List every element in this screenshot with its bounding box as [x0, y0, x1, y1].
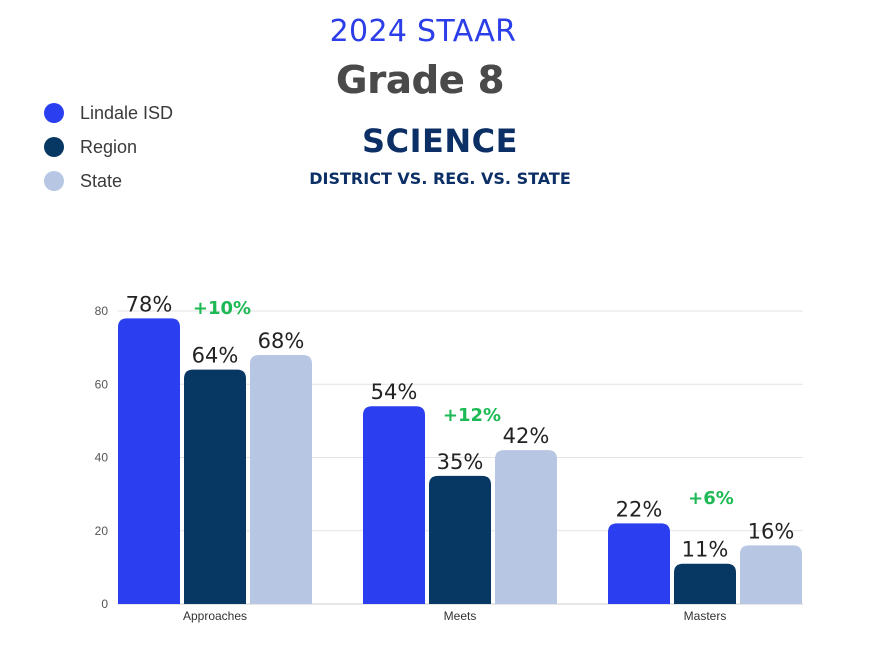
data-label: 35%	[437, 450, 484, 474]
data-label: 54%	[371, 380, 418, 404]
data-label: 78%	[126, 292, 173, 316]
x-tick-label: Approaches	[183, 609, 247, 623]
bar	[740, 545, 802, 604]
difference-annotation: +12%	[443, 405, 501, 426]
data-label: 11%	[682, 538, 729, 562]
legend-label-state: State	[80, 170, 123, 191]
x-tick-label: Meets	[444, 609, 477, 623]
y-tick-label: 80	[95, 304, 109, 318]
data-label: 64%	[192, 344, 239, 368]
y-tick-label: 40	[95, 451, 109, 465]
data-label: 22%	[616, 497, 663, 521]
y-tick-label: 60	[95, 377, 109, 391]
data-label: 42%	[503, 424, 550, 448]
chart-title-subject: SCIENCE	[362, 122, 518, 160]
bar	[674, 563, 736, 604]
legend-item-lindale: Lindale ISD	[44, 96, 173, 130]
chart-subtitle: DISTRICT VS. REG. VS. STATE	[309, 169, 571, 188]
legend-swatch-lindale	[44, 103, 64, 123]
x-tick-label: Masters	[684, 609, 727, 623]
legend-label-region: Region	[80, 136, 138, 157]
data-label: 16%	[748, 519, 795, 543]
data-label: 68%	[258, 329, 305, 353]
bar	[118, 318, 180, 604]
bar	[250, 354, 312, 604]
legend-swatch-state	[44, 171, 64, 191]
bar	[495, 450, 557, 604]
legend-swatch-region	[44, 137, 64, 157]
chart-title-year: 2024 STAAR	[329, 14, 517, 49]
difference-annotation: +6%	[688, 488, 734, 509]
chart-title-grade: Grade 8	[335, 58, 505, 102]
bar	[608, 523, 670, 604]
legend-label-lindale: Lindale ISD	[80, 102, 174, 123]
legend: Lindale ISD Region State	[44, 96, 173, 198]
bar	[363, 406, 425, 604]
difference-annotation: +10%	[193, 298, 251, 319]
y-tick-label: 20	[95, 524, 109, 538]
legend-item-state: State	[44, 164, 173, 198]
legend-item-region: Region	[44, 130, 173, 164]
y-tick-label: 0	[101, 597, 108, 611]
bar	[429, 475, 491, 604]
bar	[184, 369, 246, 604]
